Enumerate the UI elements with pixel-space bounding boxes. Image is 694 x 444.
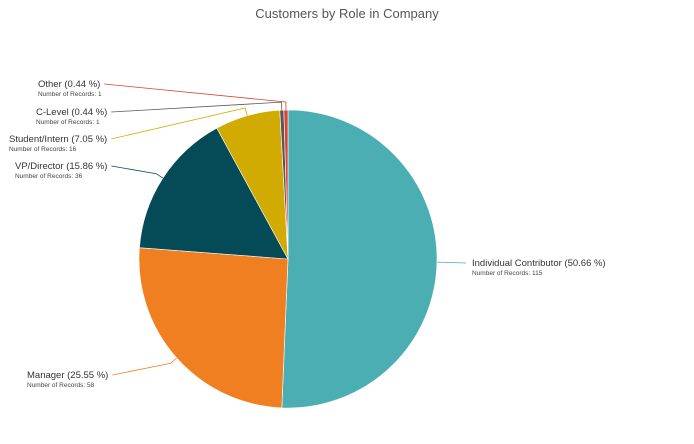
leader-line-student-intern (111, 107, 248, 140)
slice-records-student-intern: Number of Records: 16 (9, 146, 77, 153)
slice-records-c-level: Number of Records: 1 (36, 119, 100, 126)
slice-records-other: Number of Records: 1 (38, 91, 102, 98)
slice-records-manager: Number of Records: 58 (27, 382, 95, 389)
pie-slice-vp-director[interactable] (139, 127, 289, 260)
leader-line-individual-contributor (436, 261, 467, 264)
slice-label-other: Other (0.44 %) (38, 79, 100, 90)
leader-line-c-level (111, 101, 283, 113)
leader-line-manager (112, 357, 177, 376)
leader-lines-layer (104, 83, 467, 376)
leader-line-other (104, 83, 287, 111)
pie-slice-individual-contributor[interactable] (281, 109, 438, 409)
slice-records-vp-director: Number of Records: 36 (15, 173, 83, 180)
slice-label-individual-contributor: Individual Contributor (50.66 %) (472, 258, 606, 269)
leader-line-vp-director (111, 165, 164, 179)
chart-title: Customers by Role in Company (255, 6, 439, 21)
slice-label-manager: Manager (25.55 %) (27, 370, 108, 381)
slice-records-individual-contributor: Number of Records: 115 (472, 270, 543, 277)
slice-label-c-level: C-Level (0.44 %) (36, 107, 107, 118)
pie-slice-manager[interactable] (138, 247, 289, 409)
labels-layer: Individual Contributor (50.66 %)Number o… (9, 79, 606, 389)
slice-label-student-intern: Student/Intern (7.05 %) (9, 134, 107, 145)
slices-layer (138, 109, 438, 409)
pie-slice-other[interactable] (283, 109, 289, 260)
slice-label-vp-director: VP/Director (15.86 %) (15, 161, 107, 172)
